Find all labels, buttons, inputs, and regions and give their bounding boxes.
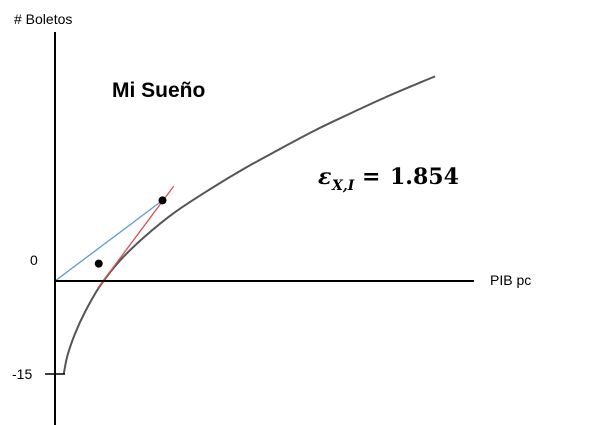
demand-curve [62,75,436,375]
x-axis-label: PIB pc [490,272,531,288]
marked-point [94,259,103,268]
elasticity-value: 1.854 [390,164,459,190]
points-layer [94,196,167,268]
series-layer [54,75,436,375]
y-tick-label: -15 [12,366,32,382]
tick-layer: 0 -15 [12,252,65,382]
marked-point [158,196,167,205]
y-axis-label: # Boletos [14,11,72,27]
elasticity-subscript: X,I [331,178,355,194]
elasticity-equals: = [362,164,380,190]
ray-from-origin [54,199,163,282]
chart-title: Mi Sueño [112,79,205,102]
y-tick-label: 0 [30,252,38,268]
elasticity-symbol: ε [318,164,331,190]
elasticity-annotation: ε X,I = 1.854 [318,164,459,194]
